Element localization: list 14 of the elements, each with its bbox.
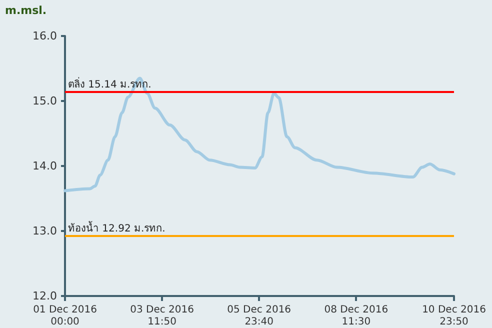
y-tick-label: 15.0 xyxy=(32,94,57,108)
x-tick-label: 03 Dec 2016 11:50 xyxy=(130,304,194,328)
x-tick-label: 05 Dec 2016 23:40 xyxy=(227,304,292,328)
y-tick-label: 13.0 xyxy=(32,224,57,238)
ref-line-label: ตลิ่ง 15.14 ม.รทก. xyxy=(68,76,152,90)
y-tick-label: 16.0 xyxy=(32,30,57,42)
y-tick-label: 14.0 xyxy=(32,160,57,172)
x-tick-label: 10 Dec 2016 23:50 xyxy=(422,304,486,328)
x-tick-label: 08 Dec 2016 11:30 xyxy=(324,304,388,328)
ref-line-label: ท้องน้ำ 12.92 ม.รทก. xyxy=(68,220,166,235)
line-series xyxy=(64,76,456,192)
x-tick-label: 01 Dec 2016 00:00 xyxy=(33,304,97,328)
y-axis-title: m.msl. xyxy=(5,4,47,17)
y-tick-label: 12.0 xyxy=(32,290,57,302)
